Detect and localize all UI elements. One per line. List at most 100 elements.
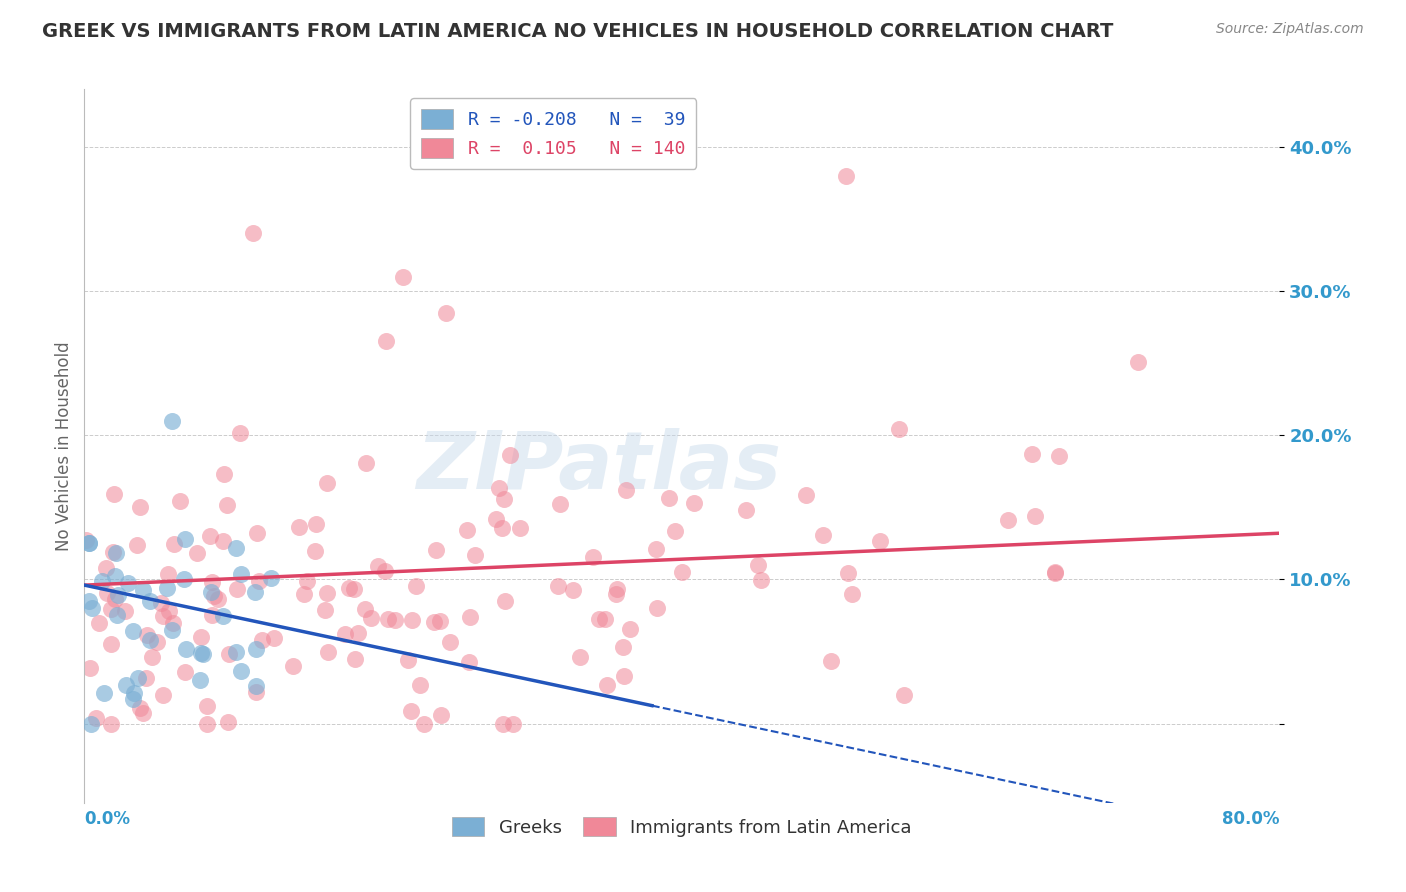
Point — [173, 533, 195, 547]
Point — [374, 334, 396, 349]
Point — [122, 692, 145, 706]
Point — [458, 655, 481, 669]
Point — [141, 650, 163, 665]
Point — [173, 572, 195, 586]
Point — [749, 574, 772, 588]
Point — [509, 521, 531, 535]
Point — [561, 582, 583, 597]
Point — [100, 637, 122, 651]
Point — [87, 615, 110, 630]
Point — [869, 533, 891, 548]
Point — [195, 716, 218, 731]
Point — [96, 586, 118, 600]
Point — [439, 634, 461, 648]
Text: GREEK VS IMMIGRANTS FROM LATIN AMERICA NO VEHICLES IN HOUSEHOLD CORRELATION CHAR: GREEK VS IMMIGRANTS FROM LATIN AMERICA N… — [42, 22, 1114, 41]
Text: ZIPatlas: ZIPatlas — [416, 428, 780, 507]
Point — [997, 513, 1019, 527]
Point — [176, 642, 198, 657]
Point — [225, 582, 247, 596]
Point — [464, 548, 486, 562]
Legend: Greeks, Immigrants from Latin America: Greeks, Immigrants from Latin America — [444, 809, 920, 844]
Point — [80, 600, 103, 615]
Point — [671, 566, 693, 580]
Point — [149, 596, 172, 610]
Point — [1047, 449, 1070, 463]
Point — [485, 511, 508, 525]
Point — [893, 688, 915, 702]
Point — [245, 685, 267, 699]
Point — [128, 701, 150, 715]
Point — [392, 269, 415, 284]
Point — [353, 602, 375, 616]
Point — [135, 671, 157, 685]
Point — [593, 611, 616, 625]
Point — [245, 642, 267, 657]
Point — [612, 640, 634, 654]
Point — [127, 671, 149, 685]
Point — [212, 609, 235, 624]
Point — [429, 614, 451, 628]
Point — [333, 627, 356, 641]
Point — [129, 500, 152, 514]
Point — [360, 610, 382, 624]
Point — [243, 585, 266, 599]
Point — [114, 678, 136, 692]
Point — [104, 592, 127, 607]
Point — [80, 716, 103, 731]
Point — [229, 425, 252, 440]
Point — [152, 688, 174, 702]
Point — [887, 422, 910, 436]
Point — [75, 533, 97, 548]
Point — [747, 558, 769, 573]
Point — [104, 569, 127, 583]
Point — [384, 613, 406, 627]
Point — [283, 658, 305, 673]
Point — [211, 533, 233, 548]
Point — [582, 550, 605, 565]
Point — [159, 604, 181, 618]
Point — [242, 227, 264, 241]
Point — [190, 630, 212, 644]
Point — [190, 646, 212, 660]
Point — [1024, 508, 1046, 523]
Point — [354, 457, 377, 471]
Point — [155, 581, 177, 595]
Point — [132, 582, 155, 597]
Point — [811, 528, 834, 542]
Point — [367, 558, 389, 573]
Point — [186, 546, 208, 560]
Point — [263, 631, 285, 645]
Point — [346, 626, 368, 640]
Point — [645, 600, 668, 615]
Point — [127, 538, 149, 552]
Point — [215, 498, 238, 512]
Point — [225, 541, 247, 556]
Point — [174, 665, 197, 679]
Point — [645, 542, 668, 557]
Point — [169, 494, 191, 508]
Point — [295, 574, 318, 588]
Point — [200, 584, 222, 599]
Point — [163, 537, 186, 551]
Point — [612, 668, 634, 682]
Point — [316, 475, 339, 490]
Point — [434, 306, 457, 320]
Point — [596, 677, 619, 691]
Point — [93, 686, 115, 700]
Point — [188, 673, 211, 687]
Point — [107, 588, 129, 602]
Point — [735, 503, 758, 517]
Point — [152, 608, 174, 623]
Point — [316, 586, 339, 600]
Point — [156, 566, 179, 581]
Point — [287, 520, 309, 534]
Point — [77, 535, 100, 549]
Point — [550, 497, 572, 511]
Point — [401, 613, 423, 627]
Point — [547, 579, 569, 593]
Point — [225, 645, 247, 659]
Point — [409, 678, 432, 692]
Point — [343, 582, 366, 597]
Point — [456, 524, 478, 538]
Point — [837, 566, 859, 580]
